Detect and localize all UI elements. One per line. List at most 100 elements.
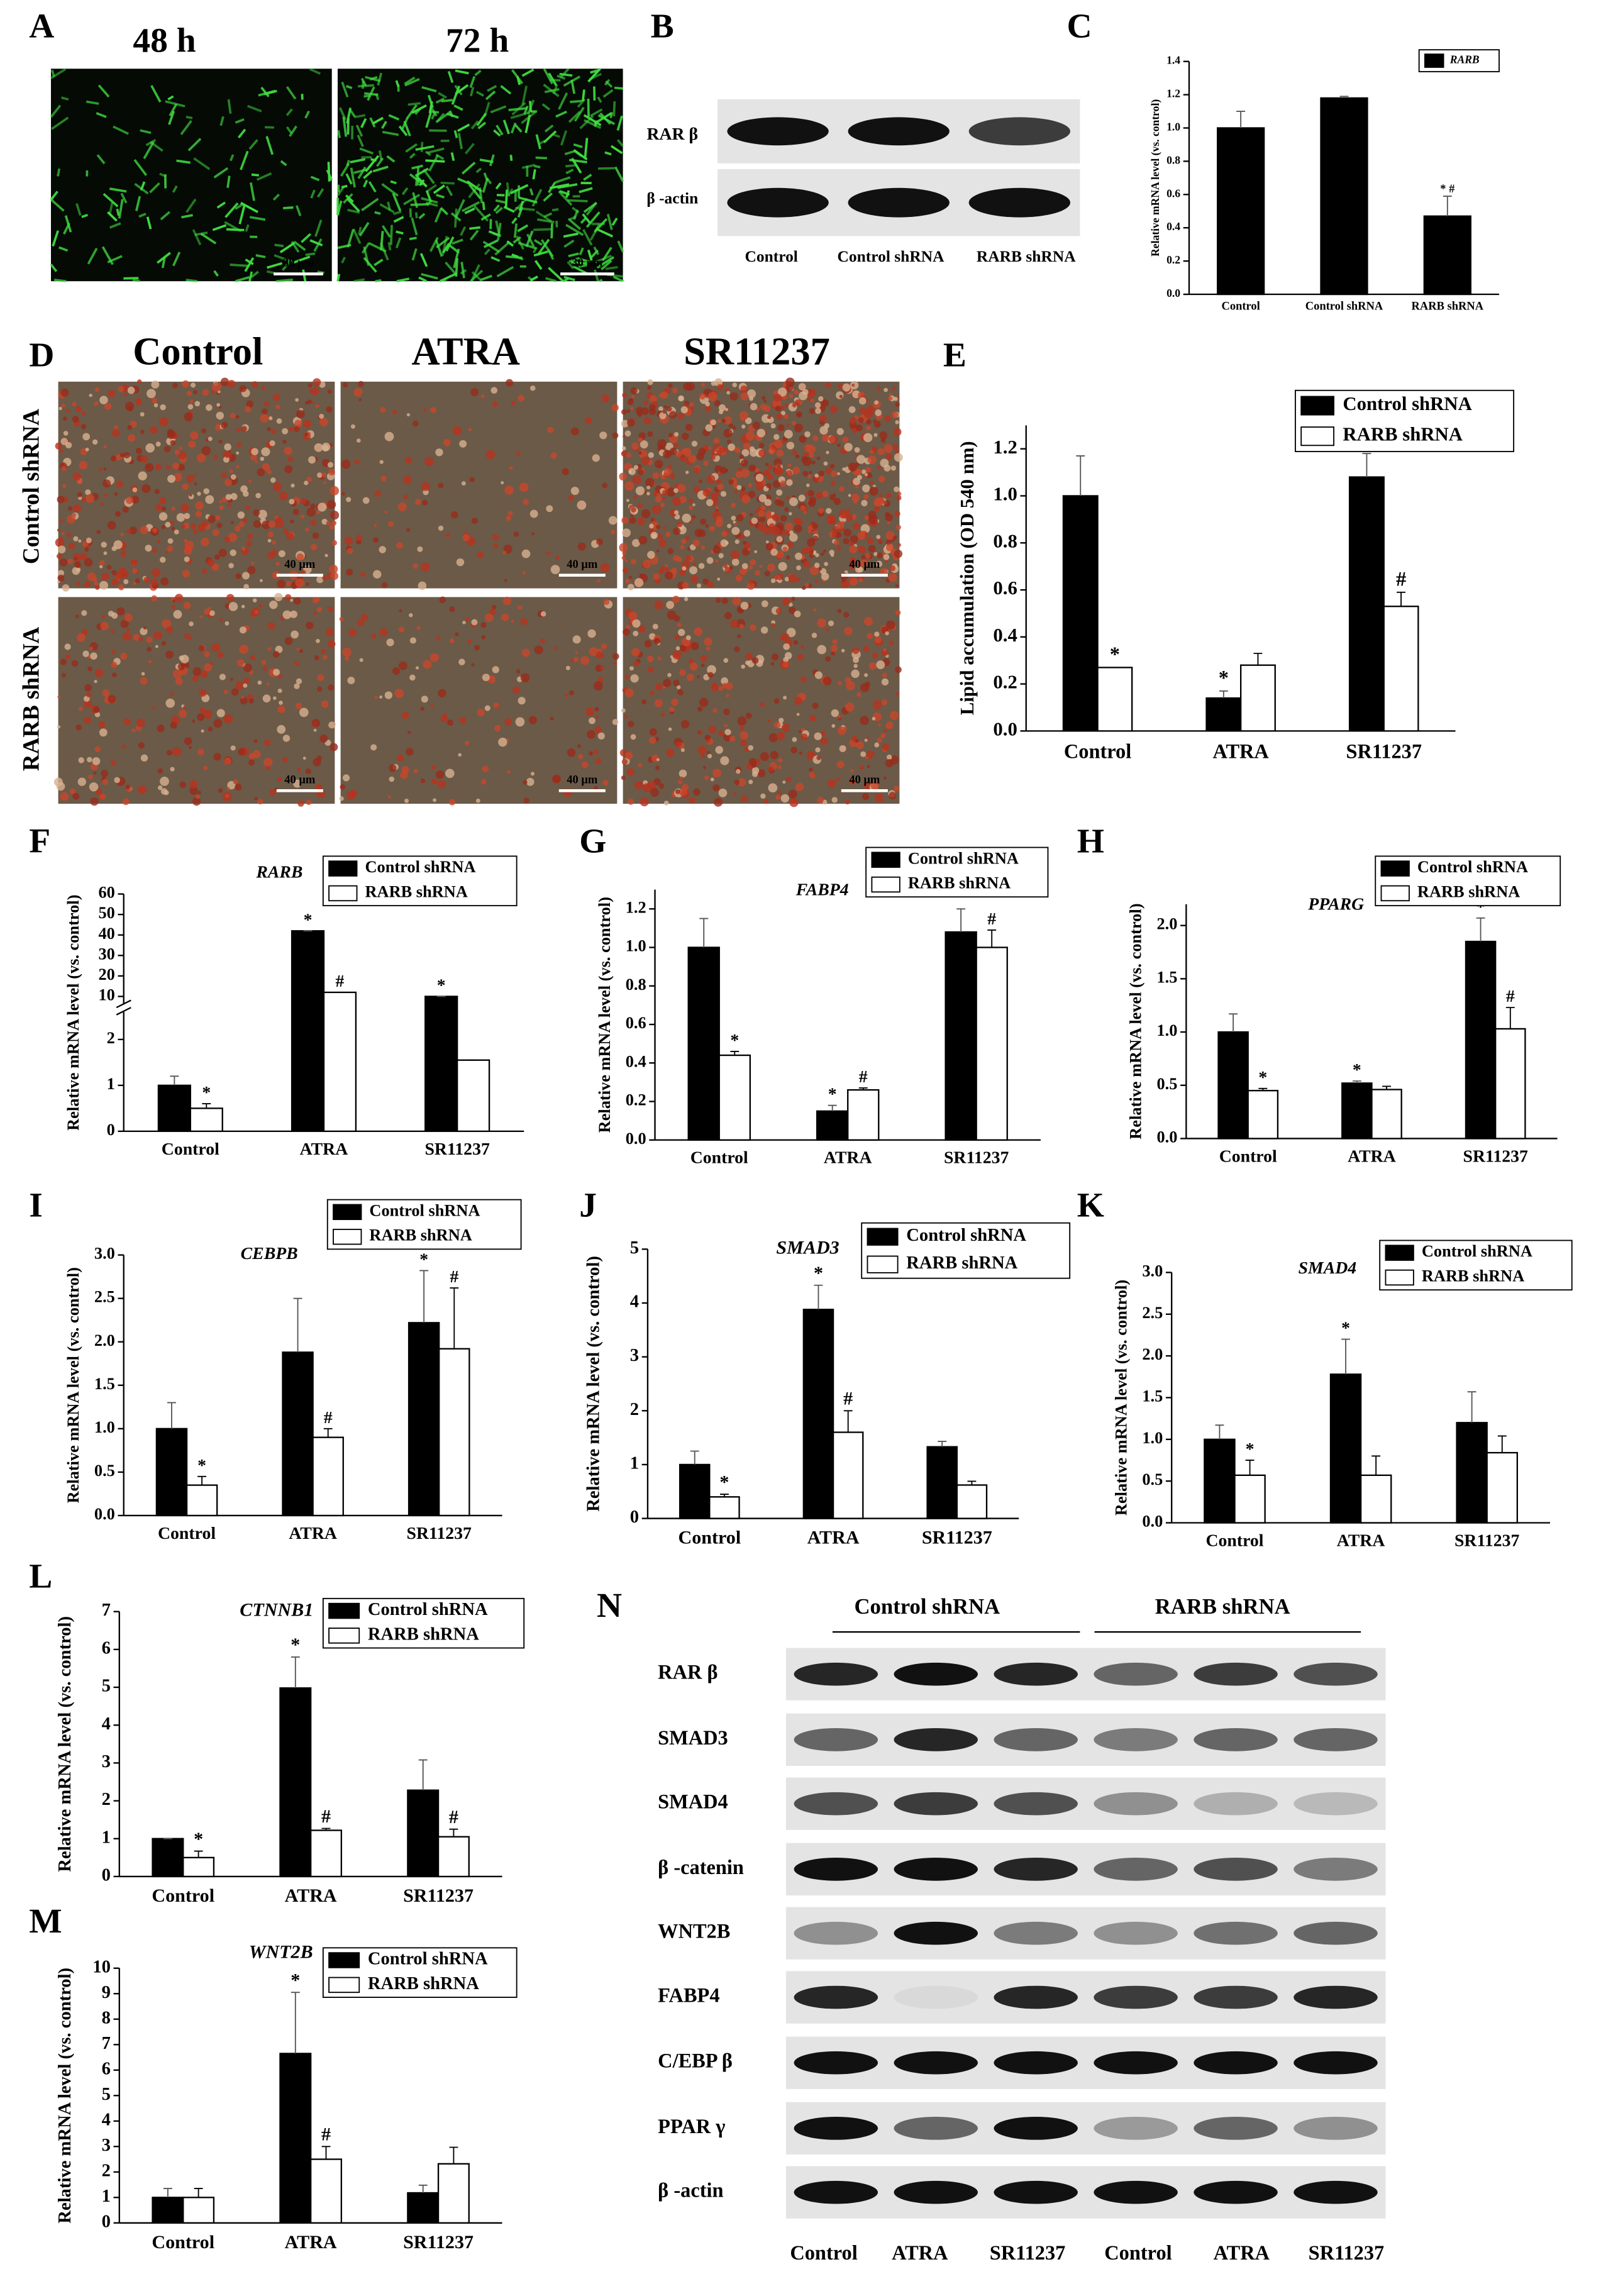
cell (460, 262, 465, 279)
lipid-droplet (85, 494, 95, 503)
lipid-droplet (715, 519, 723, 528)
x-tick-label: Control (152, 2231, 214, 2253)
cell (583, 202, 597, 213)
panel-letter: H (1077, 823, 1104, 861)
lipid-droplet (839, 394, 843, 399)
lipid-droplet (599, 431, 607, 440)
lipid-droplet (831, 797, 838, 803)
lipid-droplet (313, 611, 317, 615)
lipid-droplet (94, 401, 99, 406)
lipid-droplet (741, 494, 751, 504)
lipid-droplet (612, 719, 619, 725)
lipid-droplet (267, 427, 271, 431)
cell (502, 119, 510, 135)
cell (235, 275, 250, 282)
lipid-droplet (471, 619, 478, 626)
lipid-droplet (780, 514, 787, 522)
lipid-droplet (783, 414, 789, 419)
lipid-droplet (157, 724, 165, 733)
bar (155, 1428, 188, 1517)
lipid-droplet (665, 563, 668, 567)
cell (108, 202, 114, 215)
lipid-droplet (471, 663, 475, 667)
y-tick-label: 1.0 (1142, 1428, 1163, 1447)
cell (350, 167, 356, 188)
cell (428, 155, 439, 172)
lipid-droplet (850, 769, 854, 773)
lipid-droplet (873, 506, 880, 512)
cell (421, 273, 438, 280)
lipid-droplet (689, 566, 697, 575)
lipid-droplet (612, 432, 619, 439)
lipid-droplet (172, 746, 182, 757)
lipid-droplet (159, 417, 169, 427)
lipid-droplet (267, 538, 272, 543)
lipid-droplet (877, 465, 881, 470)
lipid-droplet (637, 518, 645, 526)
cell (457, 123, 470, 132)
lipid-droplet (341, 459, 351, 469)
lipid-droplet (866, 399, 870, 402)
lipid-droplet (329, 564, 338, 574)
lipid-droplet (104, 402, 112, 410)
lipid-droplet (682, 513, 692, 523)
lipid-droplet (872, 652, 878, 659)
lipid-droplet (630, 407, 634, 411)
lipid-droplet (197, 713, 205, 721)
blot-band (1094, 1921, 1178, 1945)
lipid-droplet (101, 770, 108, 777)
lipid-droplet (814, 732, 822, 740)
lipid-droplet (182, 570, 190, 578)
cell (393, 210, 402, 215)
lipid-droplet (384, 431, 394, 441)
lipid-droplet (773, 393, 782, 402)
lipid-droplet (133, 633, 140, 641)
lipid-droplet (465, 740, 470, 745)
lipid-droplet (174, 530, 179, 535)
error-bar (720, 1494, 729, 1497)
lipid-droplet (802, 470, 809, 477)
cell (61, 96, 69, 101)
panel-letter: K (1077, 1186, 1104, 1224)
cell (193, 157, 211, 170)
lipid-droplet (732, 597, 741, 606)
row-label: PPAR γ (658, 2116, 725, 2138)
bar (438, 1348, 470, 1517)
lipid-droplet (702, 765, 706, 770)
lipid-droplet (703, 460, 709, 466)
lipid-droplet (807, 500, 813, 505)
lipid-droplet (767, 563, 775, 572)
lipid-droplet (253, 750, 261, 758)
lipid-droplet (692, 562, 697, 567)
lipid-droplet (822, 434, 830, 442)
lipid-droplet (623, 628, 630, 636)
lipid-droplet (254, 609, 259, 614)
bar (802, 1309, 834, 1519)
lipid-droplet (649, 395, 657, 403)
lipid-droplet (62, 484, 67, 488)
lipid-droplet (150, 426, 158, 434)
lipid-droplet (550, 565, 560, 575)
lipid-droplet (111, 570, 118, 575)
lipid-droplet (685, 536, 690, 541)
lipid-droplet (204, 651, 210, 658)
lipid-droplet (706, 646, 711, 651)
cell (425, 201, 438, 208)
lipid-droplet (435, 770, 445, 779)
lipid-droplet (672, 387, 678, 394)
lipid-droplet (342, 774, 350, 782)
cell (455, 258, 458, 277)
lipid-droplet (118, 567, 126, 575)
micrograph (51, 69, 332, 282)
lipid-droplet (294, 661, 300, 667)
lipid-droplet (737, 716, 747, 726)
cell (200, 233, 217, 245)
row-label: RARB shRNA (19, 627, 45, 772)
lipid-droplet (521, 648, 530, 657)
row-label: FABP4 (658, 1984, 719, 2007)
lipid-droplet (707, 672, 714, 678)
lipid-droplet (239, 385, 247, 392)
lipid-droplet (170, 520, 175, 525)
cell (599, 279, 603, 282)
row-label: β -catenin (658, 1856, 744, 1879)
